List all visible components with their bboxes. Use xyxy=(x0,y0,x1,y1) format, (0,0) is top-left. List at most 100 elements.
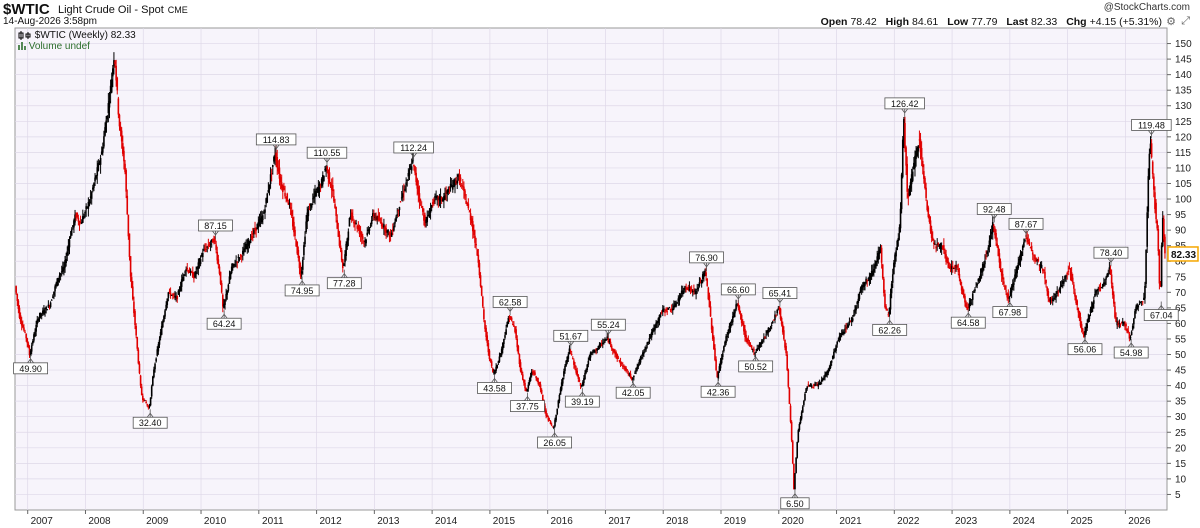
candle-body xyxy=(911,171,914,181)
candle-body xyxy=(515,329,517,339)
candle-body xyxy=(451,185,454,190)
annotation-label: 50.52 xyxy=(744,362,767,372)
candle-body xyxy=(297,249,300,258)
candle-body xyxy=(617,357,620,359)
candle-body xyxy=(1053,297,1055,299)
candle-body xyxy=(798,423,801,431)
candle-body xyxy=(207,244,210,247)
candle-body xyxy=(272,164,274,167)
candle-body xyxy=(135,325,137,336)
candle-body xyxy=(1154,192,1156,210)
candle-body xyxy=(586,364,589,371)
candle-body xyxy=(565,360,567,366)
candle-body xyxy=(1074,292,1076,297)
candle-body xyxy=(350,212,353,221)
high-label: High xyxy=(885,16,909,28)
candle-body xyxy=(138,363,141,374)
annotation-box xyxy=(198,219,233,232)
candle-body xyxy=(749,344,752,346)
annotation-label: 77.28 xyxy=(333,279,356,289)
candle-body xyxy=(503,338,505,344)
candle-body xyxy=(520,370,523,374)
candle-body xyxy=(53,291,55,295)
candle-body xyxy=(504,335,506,338)
chg-value: +4.15 (+5.31%) xyxy=(1089,16,1162,28)
y-tick-label: 90 xyxy=(1175,226,1187,237)
candle-body xyxy=(493,372,495,374)
candle-body xyxy=(113,60,115,67)
candle-body xyxy=(535,376,537,379)
candle-body xyxy=(730,320,733,323)
candle-body xyxy=(869,274,872,280)
candle-body xyxy=(671,308,674,311)
resize-icon[interactable]: ⤢ xyxy=(1181,15,1190,27)
candle-body xyxy=(109,85,112,94)
candle-body xyxy=(625,367,627,371)
y-tick-label: 20 xyxy=(1175,443,1187,454)
candle-body xyxy=(693,289,695,291)
candle-body xyxy=(994,228,996,236)
candle-body xyxy=(104,127,106,136)
candle-body xyxy=(1015,272,1017,279)
candle-body xyxy=(641,352,644,356)
candle-body xyxy=(1149,143,1152,152)
candle-body xyxy=(643,351,645,354)
candle-body xyxy=(803,401,805,405)
x-tick-label: 2012 xyxy=(319,516,342,527)
x-tick-label: 2017 xyxy=(608,516,631,527)
candle-body xyxy=(1104,282,1106,285)
candle-body xyxy=(879,249,882,254)
annotation-box xyxy=(872,323,908,336)
candle-body xyxy=(1124,324,1126,327)
candle-body xyxy=(363,241,365,243)
candle-body xyxy=(544,405,546,411)
candle-body xyxy=(1004,286,1006,290)
candle-body xyxy=(455,180,457,184)
candle-body xyxy=(434,195,436,198)
candle-body xyxy=(213,239,215,243)
candle-body xyxy=(334,204,336,208)
annotation-label: 67.98 xyxy=(999,308,1022,318)
candle-body xyxy=(266,193,269,203)
candle-body xyxy=(92,187,94,190)
annotation-pointer xyxy=(964,312,972,318)
candle-body xyxy=(508,316,511,319)
candle-body xyxy=(414,166,416,173)
y-tick-label: 130 xyxy=(1175,101,1192,112)
candle-body xyxy=(323,175,325,182)
candle-body xyxy=(116,77,119,91)
annotation-label: 64.24 xyxy=(213,319,236,329)
candle-body xyxy=(265,198,267,204)
candle-body xyxy=(307,208,310,217)
candle-body xyxy=(956,265,958,268)
candle-body xyxy=(481,296,484,307)
candle-body xyxy=(701,274,704,279)
candle-body xyxy=(875,261,877,267)
candle-body xyxy=(133,301,135,314)
annotation-box xyxy=(1143,309,1179,321)
candle-body xyxy=(868,276,871,282)
candle-body xyxy=(984,260,986,265)
candle-body xyxy=(611,348,614,351)
candle-body xyxy=(721,353,724,358)
candle-body xyxy=(664,311,666,313)
candle-body xyxy=(744,329,746,337)
candle-body xyxy=(425,219,427,224)
candle-body xyxy=(578,379,581,382)
candle-body xyxy=(488,350,491,360)
candle-body xyxy=(1150,143,1153,158)
candle-body xyxy=(880,247,883,263)
candle-body xyxy=(654,325,656,331)
candle-body xyxy=(145,401,147,404)
candle-body xyxy=(75,214,77,218)
candle-body xyxy=(541,394,544,401)
candle-body xyxy=(1143,297,1145,300)
candle-body xyxy=(900,174,903,210)
candle-body xyxy=(379,222,382,223)
candle-body xyxy=(391,229,394,232)
candle-body xyxy=(484,320,486,329)
candle-body xyxy=(830,360,833,363)
gear-icon[interactable]: ⚙ xyxy=(1166,16,1176,28)
candle-body xyxy=(25,333,27,339)
candle-body xyxy=(250,235,253,239)
